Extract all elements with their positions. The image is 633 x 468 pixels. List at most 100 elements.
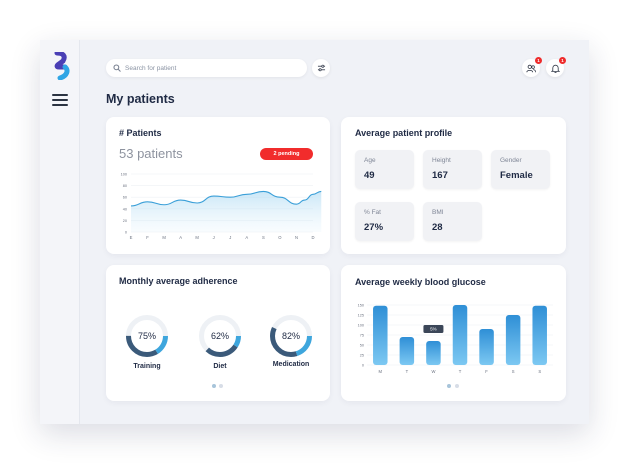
y-tick-label: 100 [121, 173, 127, 177]
series-line [130, 190, 322, 207]
stat-value: Female [500, 170, 533, 181]
donut-diet: 62% [199, 315, 241, 357]
donut-arc-dark [126, 315, 168, 357]
contacts-button[interactable]: 1 [522, 57, 542, 77]
y-tick-label: 125 [358, 314, 364, 318]
adherence-card-title: Monthly average adherence [119, 276, 238, 286]
bar-2[interactable] [426, 341, 441, 365]
sidebar [40, 40, 80, 424]
stat-value: 167 [432, 170, 448, 181]
app-window: 1 1 My patients # Patients 53 patients 2… [40, 40, 589, 424]
x-tick-label: M [195, 235, 199, 240]
notifications-button[interactable]: 1 [546, 57, 566, 77]
bar-0[interactable] [373, 305, 388, 365]
pager-dot[interactable] [455, 384, 459, 388]
stat-label: Height [432, 157, 451, 164]
bar-4[interactable] [479, 329, 494, 365]
stat-height: Height 167 [423, 150, 482, 189]
pager-dot-active[interactable] [212, 384, 216, 388]
donut-percent: 62% [211, 331, 229, 341]
y-tick-label: 0 [125, 231, 127, 235]
y-tick-label: 75 [360, 334, 364, 338]
donut-label: Diet [213, 363, 227, 370]
search-input[interactable] [125, 64, 295, 72]
x-tick-label: S [512, 369, 515, 374]
patients-card[interactable]: # Patients 53 patients 2 pending 100 80 60… [106, 117, 330, 254]
y-tick-label: 0 [362, 364, 364, 368]
glucose-card-title: Average weekly blood glucose [355, 277, 486, 287]
bar-1[interactable] [399, 337, 415, 365]
profile-card-title: Average patient profile [355, 128, 453, 138]
stat-value: 28 [432, 222, 443, 233]
hamburger-menu-icon[interactable] [52, 94, 68, 108]
sliders-icon [317, 64, 325, 72]
y-tick-label: 150 [358, 304, 364, 308]
bar-3[interactable] [452, 305, 468, 365]
donut-label: Training [133, 363, 161, 370]
donut-arc-light [199, 315, 241, 357]
glucose-card[interactable]: Average weekly blood glucose 150 125 100 75… [341, 265, 566, 401]
donut-training: 75% [126, 315, 168, 357]
x-tick-label: M [379, 369, 383, 374]
x-tick-label: M [162, 235, 166, 240]
bar-5[interactable] [505, 315, 521, 365]
x-tick-label: E [130, 235, 133, 240]
patient-count: 53 patients [119, 146, 183, 161]
x-tick-label: A [179, 235, 182, 240]
donut-medication: 82% [270, 315, 312, 357]
x-tick-label: D [311, 235, 314, 240]
donut-arc-dark [199, 315, 241, 357]
page-title: My patients [106, 92, 175, 106]
adherence-card[interactable]: Monthly average adherence 75% Training 6… [106, 265, 330, 401]
stat-value: 27% [364, 222, 384, 233]
notifications-badge: 1 [559, 57, 566, 64]
stat-fat: % Fat 27% [355, 202, 414, 241]
stat-value: 49 [364, 170, 375, 181]
donut-percent: 82% [282, 331, 300, 341]
pager-dot[interactable] [219, 384, 223, 388]
pager-dot-active[interactable] [447, 384, 451, 388]
x-tick-label: O [278, 235, 282, 240]
y-tick-label: 25 [360, 354, 364, 358]
stat-age: Age 49 [355, 150, 414, 189]
area-fill [131, 191, 322, 232]
donut-arc-light [126, 315, 168, 357]
patients-card-title: # Patients [119, 128, 162, 138]
bar-tooltip-text: 5% [430, 327, 437, 332]
filter-button[interactable] [312, 59, 330, 77]
x-tick-label: J [213, 235, 215, 240]
bell-icon [550, 64, 560, 73]
x-tick-label: S [538, 369, 541, 374]
x-tick-label: F [146, 235, 149, 240]
donut-label: Medication [272, 361, 310, 368]
donut-arc-dark [270, 315, 312, 357]
stat-label: Age [364, 157, 376, 164]
x-tick-label: F [485, 369, 488, 374]
x-tick-label: J [229, 235, 231, 240]
users-icon [526, 64, 536, 72]
x-tick-label: N [295, 235, 298, 240]
x-tick-label: W [431, 369, 435, 374]
search-icon [113, 64, 121, 72]
stat-bmi: BMI 28 [423, 202, 482, 241]
x-tick-label: A [245, 235, 248, 240]
x-tick-label: T [459, 369, 462, 374]
pending-badge[interactable]: 2 pending [260, 148, 313, 160]
donut-arc-light [270, 315, 312, 357]
search-bar[interactable] [106, 59, 307, 77]
x-tick-label: T [406, 369, 409, 374]
donut-percent: 75% [138, 331, 156, 341]
stat-label: % Fat [364, 209, 381, 216]
y-tick-label: 20 [123, 219, 127, 223]
bar-tooltip [423, 325, 444, 333]
x-tick-label: S [262, 235, 265, 240]
bar-6[interactable] [532, 305, 547, 365]
y-tick-label: 50 [360, 344, 364, 348]
profile-card[interactable]: Average patient profile Age 49 Height 16… [341, 117, 566, 254]
contacts-badge: 1 [535, 57, 542, 64]
y-tick-label: 100 [358, 324, 364, 328]
stat-gender: Gender Female [491, 150, 550, 189]
stat-label: BMI [432, 209, 444, 216]
stat-label: Gender [500, 157, 522, 164]
